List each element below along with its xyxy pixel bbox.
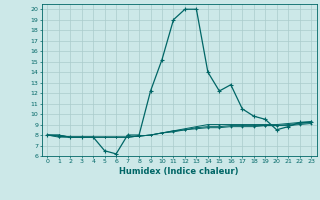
X-axis label: Humidex (Indice chaleur): Humidex (Indice chaleur) xyxy=(119,167,239,176)
